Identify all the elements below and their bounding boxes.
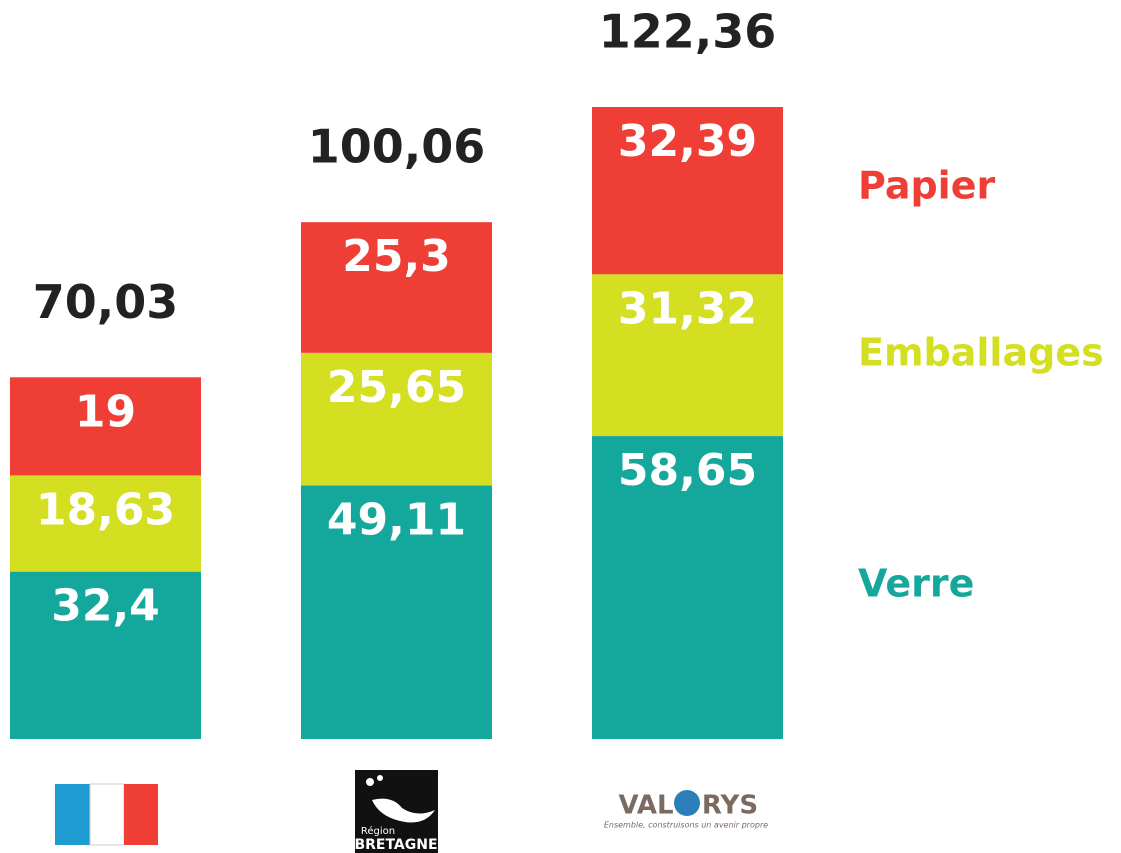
- logo-text: RYS: [702, 791, 758, 821]
- bar-segment: [10, 475, 201, 572]
- logo-dot: [366, 778, 374, 786]
- bar-segment: [301, 352, 492, 486]
- segment-label: 18,63: [36, 484, 175, 535]
- segment-label: 25,3: [342, 231, 451, 282]
- logo-text: BRETAGNE: [354, 837, 437, 853]
- logo-tagline: Ensemble, construisons un avenir propre: [604, 821, 768, 830]
- bar-segment: [301, 222, 492, 353]
- logo-globe: [674, 790, 700, 816]
- segment-label: 32,39: [618, 116, 757, 167]
- bar-segment: [592, 274, 783, 437]
- flag-red: [124, 784, 158, 845]
- bar-segment: [10, 377, 201, 476]
- logo-ermine: [372, 798, 435, 823]
- total-label: 70,03: [33, 275, 179, 329]
- bar-segment: [301, 485, 492, 739]
- valorys-logo: VAL RYS Ensemble, construisons un avenir…: [604, 790, 768, 830]
- total-label: 122,36: [599, 5, 777, 59]
- bretagne-logo: Région BRETAGNE: [354, 770, 438, 853]
- legend-entry: Emballages: [858, 331, 1104, 375]
- legend-entry: Papier: [858, 164, 995, 208]
- logo-dot: [377, 775, 383, 781]
- bar-segment: [592, 436, 783, 739]
- total-label: 100,06: [308, 120, 486, 174]
- segment-label: 31,32: [618, 283, 757, 334]
- legend-entry: Verre: [858, 562, 974, 606]
- flag-blue: [55, 784, 90, 845]
- bar-segment: [592, 107, 783, 275]
- logo-text: VAL: [618, 791, 673, 821]
- bar-segment: [10, 571, 201, 739]
- flag-logo: [55, 783, 158, 846]
- segment-label: 25,65: [327, 362, 466, 413]
- segment-label: 58,65: [618, 445, 757, 496]
- logo-text: Région: [361, 825, 395, 837]
- segment-label: 32,4: [51, 581, 160, 632]
- segment-label: 49,11: [327, 494, 466, 545]
- segment-label: 19: [75, 386, 136, 437]
- flag-white: [89, 783, 125, 846]
